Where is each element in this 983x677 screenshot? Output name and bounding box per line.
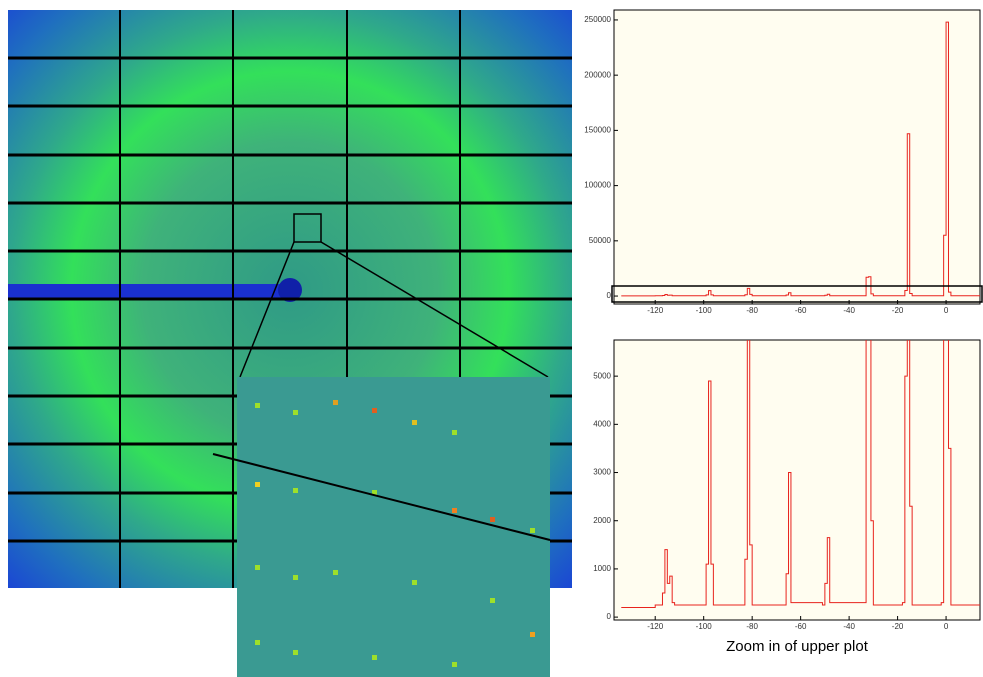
- y-tick-label: 3000: [593, 468, 611, 477]
- x-tick-label: -60: [795, 306, 807, 315]
- y-tick-label: 50000: [589, 236, 612, 245]
- y-tick-label: 100000: [584, 181, 611, 190]
- plot-area: [613, 9, 981, 305]
- x-tick-label: 0: [944, 622, 949, 631]
- x-tick-label: -20: [892, 622, 904, 631]
- histogram-line: [621, 21, 980, 297]
- x-tick-label: -40: [843, 622, 855, 631]
- x-tick-label: -20: [892, 306, 904, 315]
- y-tick-label: 5000: [593, 371, 611, 380]
- detector-image: [8, 10, 572, 677]
- y-tick-label: 250000: [584, 15, 611, 24]
- x-tick-label: -80: [746, 622, 758, 631]
- x-tick-label: 0: [944, 306, 949, 315]
- caption: Zoom in of upper plot: [726, 638, 869, 655]
- y-tick-label: 2000: [593, 516, 611, 525]
- x-tick-label: -120: [647, 622, 664, 631]
- x-tick-label: -100: [696, 622, 713, 631]
- zoom-box: [611, 285, 983, 303]
- y-tick-label: 1000: [593, 564, 611, 573]
- plot-clip: [621, 21, 980, 297]
- plot-clip: [621, 340, 980, 608]
- x-tick-label: -40: [843, 306, 855, 315]
- y-tick-label: 0: [607, 612, 612, 621]
- histogram-line: [621, 340, 980, 608]
- x-tick-label: -120: [647, 306, 664, 315]
- plot-area: [613, 339, 981, 621]
- x-tick-label: -60: [795, 622, 807, 631]
- y-tick-label: 200000: [584, 70, 611, 79]
- y-tick-label: 0: [607, 291, 612, 300]
- y-tick-label: 4000: [593, 419, 611, 428]
- y-tick-label: 150000: [584, 125, 611, 134]
- x-tick-label: -80: [746, 306, 758, 315]
- x-tick-label: -100: [696, 306, 713, 315]
